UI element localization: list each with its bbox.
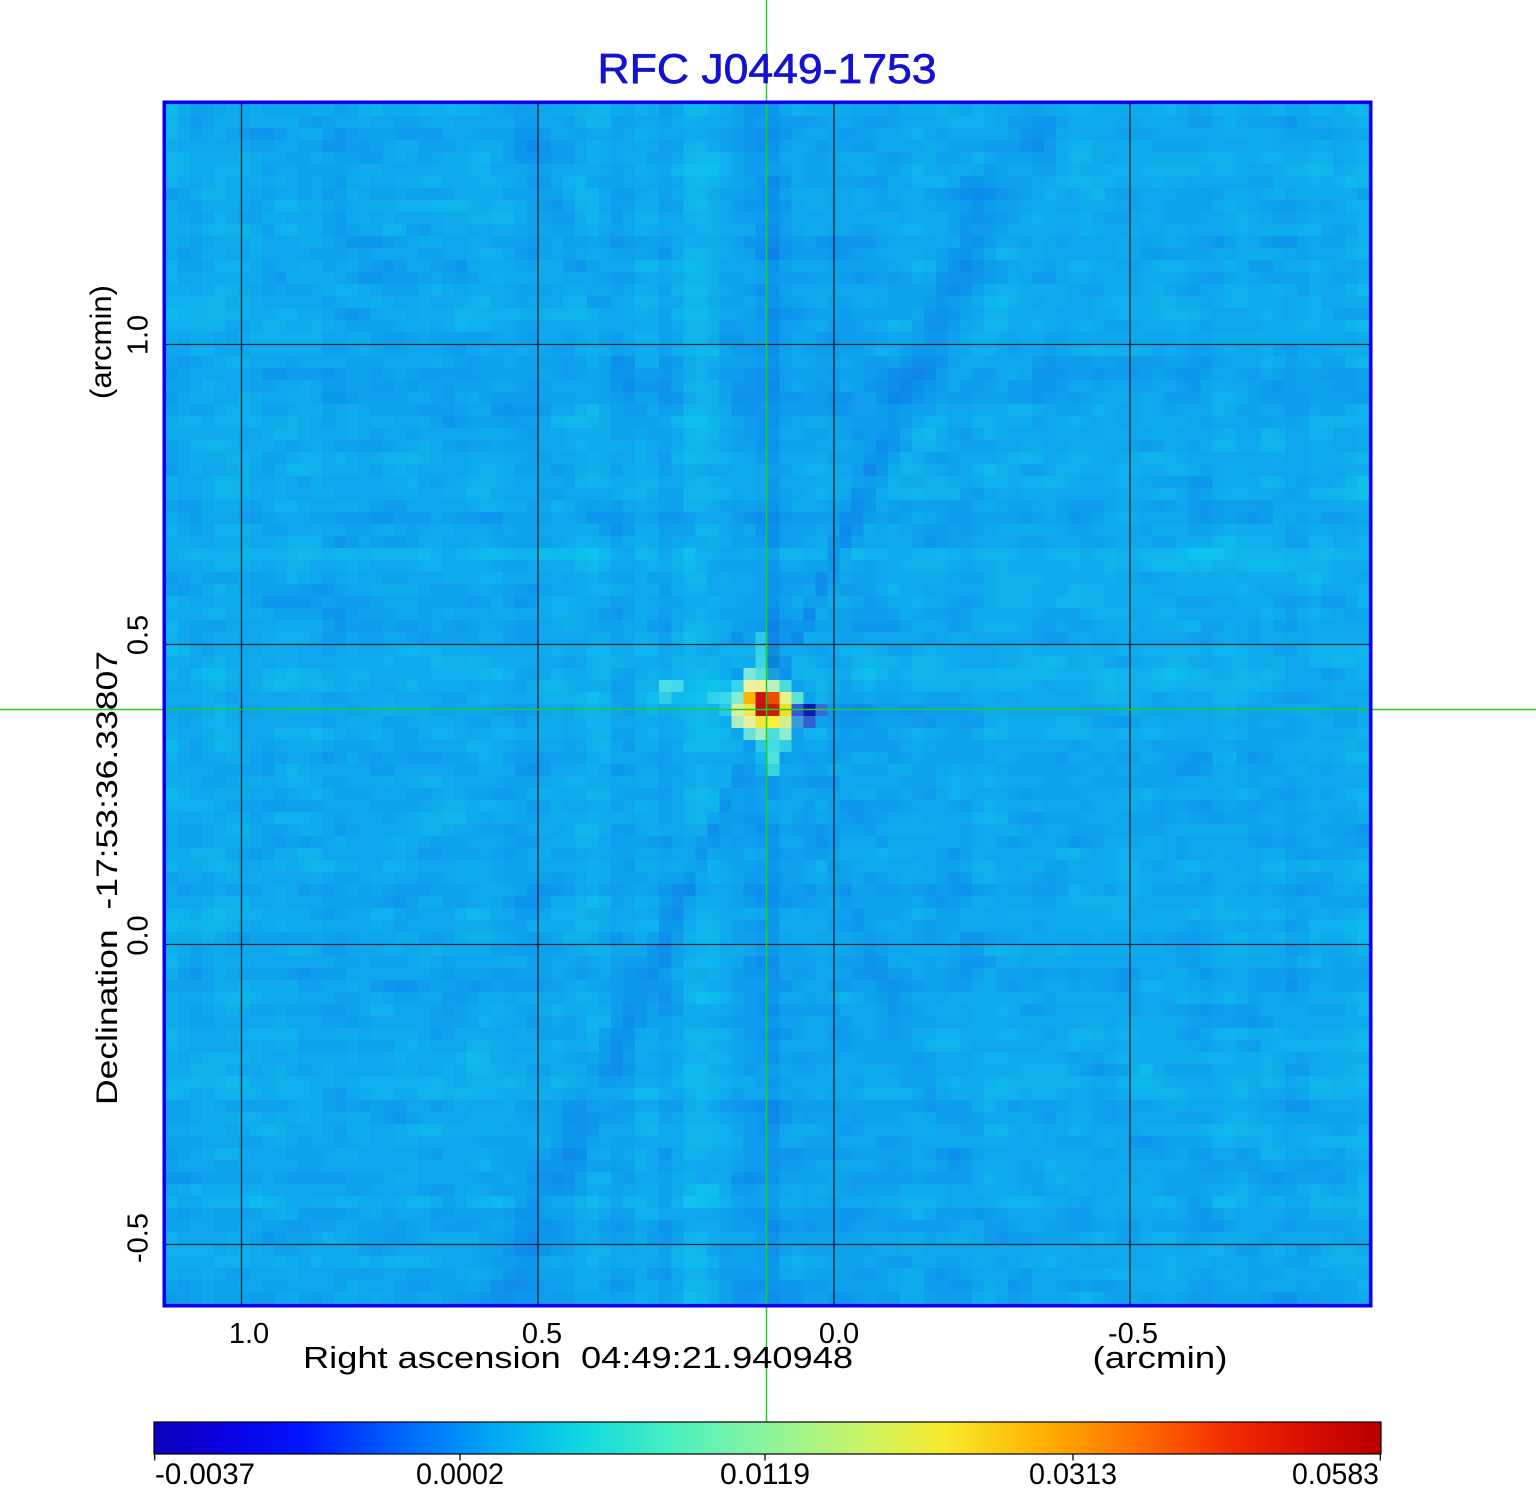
svg-text:Right ascension 04:49:21.9409: Right ascension 04:49:21.940948 — [303, 1341, 853, 1375]
svg-text:-0.0037: -0.0037 — [155, 1458, 255, 1491]
svg-text:-0.5: -0.5 — [123, 1213, 155, 1263]
svg-text:RFC J0449-1753: RFC J0449-1753 — [598, 45, 937, 92]
svg-text:0.5: 0.5 — [522, 1318, 562, 1350]
svg-text:0.0313: 0.0313 — [1029, 1458, 1117, 1491]
svg-text:Declination -17:53:36.33807: Declination -17:53:36.33807 — [91, 651, 124, 1105]
svg-text:0.0002: 0.0002 — [416, 1458, 504, 1491]
svg-text:0.0583: 0.0583 — [1292, 1458, 1379, 1491]
svg-text:(arcmin): (arcmin) — [85, 285, 118, 399]
svg-text:-0.5: -0.5 — [1108, 1318, 1158, 1350]
svg-text:1.0: 1.0 — [123, 315, 155, 355]
svg-text:1.0: 1.0 — [229, 1318, 269, 1350]
svg-text:0.0: 0.0 — [123, 915, 155, 955]
svg-text:0.0: 0.0 — [819, 1318, 859, 1350]
svg-text:(arcmin): (arcmin) — [1093, 1341, 1228, 1375]
svg-text:0.5: 0.5 — [123, 615, 155, 655]
svg-text:0.0119: 0.0119 — [720, 1458, 810, 1491]
